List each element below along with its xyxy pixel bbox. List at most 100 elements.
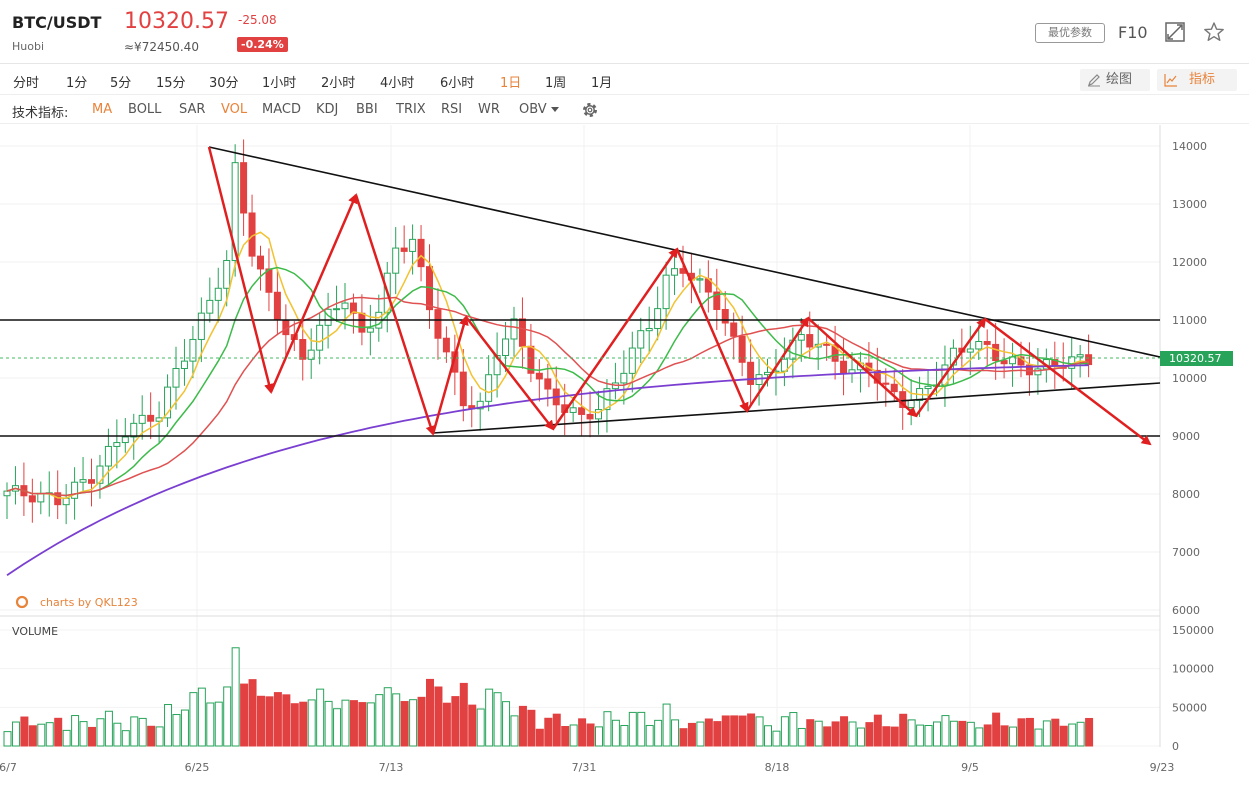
period-tab-15m[interactable]: 15分 — [156, 76, 186, 91]
period-tab-1d[interactable]: 1日 — [500, 76, 522, 91]
volume-bar — [772, 730, 781, 747]
indicator-wr[interactable]: WR — [478, 102, 500, 117]
volume-bar — [71, 715, 80, 747]
volume-bar — [451, 696, 460, 747]
candle-body — [671, 268, 679, 276]
volume-bar — [113, 722, 122, 747]
fullscreen-icon[interactable] — [1164, 21, 1186, 43]
lower-trendline — [432, 382, 1161, 434]
period-tab-time[interactable]: 分时 — [13, 76, 40, 91]
volume-bar — [45, 722, 54, 747]
volume-bar — [1009, 726, 1018, 747]
period-tab-4h[interactable]: 4小时 — [380, 76, 415, 91]
candle-body — [620, 372, 628, 384]
period-tab-6h[interactable]: 6小时 — [440, 76, 475, 91]
candle-body — [823, 343, 831, 346]
volume-tick-label: 150000 — [1172, 624, 1214, 637]
indicator-kdj[interactable]: KDJ — [316, 102, 339, 117]
candle-body — [882, 382, 890, 385]
volume-bar — [11, 721, 20, 747]
zigzag-arrow — [914, 317, 987, 417]
indicator-macd[interactable]: MACD — [262, 102, 301, 117]
period-tab-30m[interactable]: 30分 — [209, 76, 239, 91]
volume-bar — [164, 704, 173, 747]
volume-bar — [586, 723, 595, 747]
volume-bar — [848, 721, 857, 747]
candle-body — [975, 341, 983, 350]
volume-bar — [20, 716, 29, 747]
indicator-bbi[interactable]: BBI — [356, 102, 378, 117]
volume-bar — [502, 701, 511, 747]
draw-button[interactable]: 绘图 — [1080, 69, 1150, 91]
indicator-vol[interactable]: VOL — [221, 102, 248, 117]
candle-body — [37, 492, 45, 503]
period-tab-5m[interactable]: 5分 — [110, 76, 132, 91]
price-chart[interactable]: 14000 13000 12000 11000 10000 9000 8000 7000 600… — [0, 125, 1249, 787]
candle-body — [349, 302, 357, 314]
star-icon[interactable] — [1203, 21, 1225, 43]
period-tab-1w[interactable]: 1周 — [545, 76, 567, 91]
volume-bar — [1076, 721, 1085, 747]
indicator-sar[interactable]: SAR — [179, 102, 206, 117]
period-tab-1h[interactable]: 1小时 — [262, 76, 297, 91]
candle-body — [113, 442, 121, 447]
candlesticks — [3, 139, 1093, 525]
volume-bar — [890, 726, 899, 747]
volume-bar — [806, 719, 815, 747]
candle-body — [518, 318, 526, 347]
best-params-button[interactable]: 最优参数 — [1035, 23, 1105, 43]
watermark-text: charts by QKL123 — [40, 596, 138, 609]
volume-bar — [197, 687, 206, 747]
zigzag-arrow — [551, 247, 679, 430]
volume-bar — [704, 718, 713, 747]
volume-bar — [1059, 725, 1068, 747]
indicator-obv-dropdown[interactable]: OBV — [519, 102, 559, 117]
candle-body — [747, 361, 755, 385]
period-tab-1m[interactable]: 1分 — [66, 76, 88, 91]
volume-bar — [324, 700, 333, 747]
candle-body — [138, 414, 146, 424]
date-tick-label: 9/5 — [961, 761, 979, 774]
volume-bar — [544, 717, 553, 747]
period-tab-1mo[interactable]: 1月 — [591, 76, 613, 91]
volume-bar — [130, 716, 139, 747]
candle-body — [130, 422, 138, 438]
volume-bar — [603, 711, 612, 747]
candle-body — [907, 399, 915, 408]
candle-body — [358, 312, 366, 333]
volume-bar — [840, 716, 849, 747]
price-tick-label: 14000 — [1172, 140, 1207, 153]
volume-bar — [333, 708, 342, 747]
indicator-button[interactable]: 指标 — [1157, 69, 1237, 91]
candle-body — [206, 299, 214, 314]
date-axis: 6/7 6/25 7/13 7/31 8/18 9/5 9/23 — [0, 761, 1174, 774]
f10-button[interactable]: F10 — [1118, 23, 1148, 42]
volume-bar — [865, 722, 874, 747]
draw-label: 绘图 — [1106, 72, 1133, 87]
indicator-ma[interactable]: MA — [92, 102, 113, 117]
indicator-trix[interactable]: TRIX — [396, 102, 426, 117]
date-tick-label: 6/25 — [185, 761, 210, 774]
gear-icon[interactable] — [581, 101, 599, 119]
volume-bar — [764, 725, 772, 747]
volume-bar — [535, 728, 544, 747]
volume-bar — [797, 727, 806, 747]
period-tab-2h[interactable]: 2小时 — [321, 76, 356, 91]
candle-body — [172, 368, 180, 388]
volume-bar — [104, 710, 113, 747]
volume-bar — [79, 721, 88, 747]
volume-bar — [730, 715, 739, 747]
candle-body — [831, 344, 839, 362]
volume-bar — [231, 647, 240, 747]
zigzag-arrow — [745, 316, 810, 412]
indicator-rsi[interactable]: RSI — [441, 102, 463, 117]
candle-body — [147, 414, 155, 422]
volume-bar — [637, 711, 646, 747]
indicator-boll[interactable]: BOLL — [128, 102, 162, 117]
volume-bar — [349, 700, 358, 747]
volume-bar — [983, 724, 992, 747]
volume-bar — [561, 725, 570, 747]
indicator-obv-label: OBV — [519, 102, 547, 117]
volume-bar — [147, 725, 156, 747]
ticker-header: BTC/USDT Huobi 10320.57 ≈¥72450.40 -25.0… — [0, 0, 1249, 64]
